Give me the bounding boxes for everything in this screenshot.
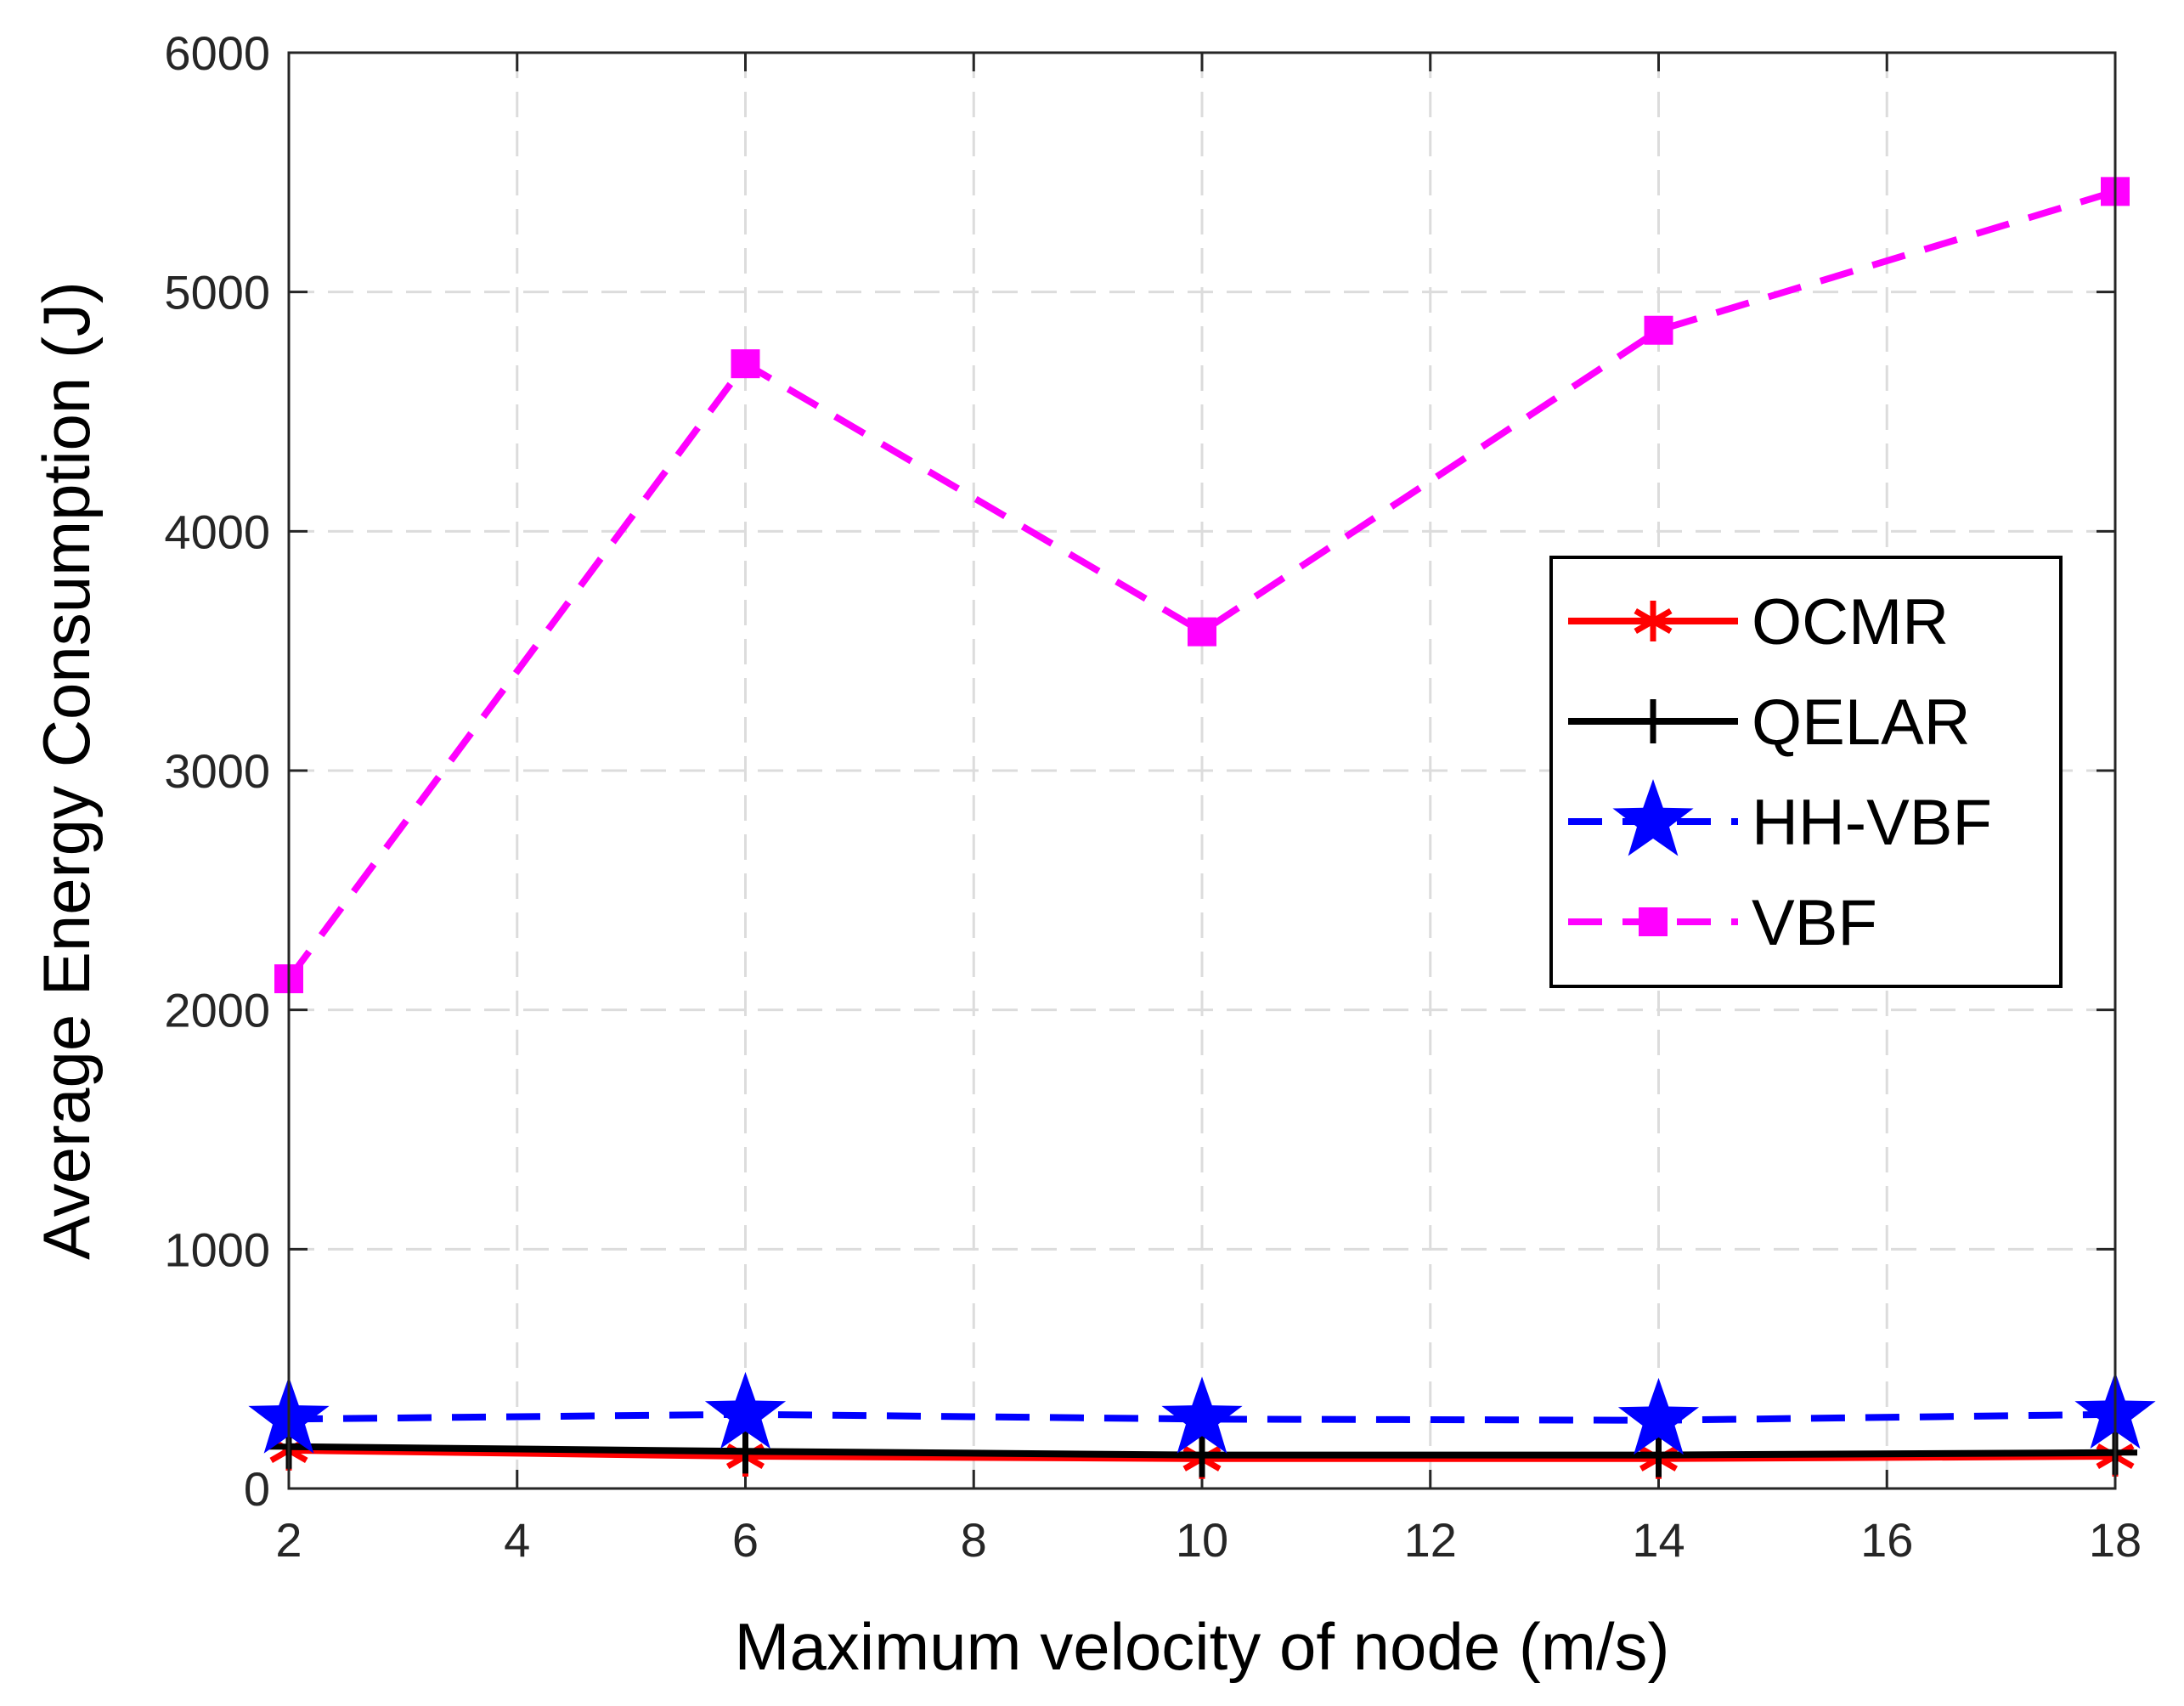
x-tick-label: 18: [2089, 1513, 2142, 1567]
data-point-hh-vbf: [704, 1371, 787, 1449]
series-line-hh-vbf: [288, 1410, 2116, 1424]
x-tick-label: 12: [1404, 1513, 1457, 1567]
data-point-vbf: [1188, 617, 1216, 647]
y-tick-label: 5000: [164, 266, 270, 319]
x-tick-label: 2: [275, 1513, 302, 1567]
legend-label: QELAR: [1752, 686, 1971, 759]
legend-marker: [1639, 907, 1668, 936]
series-line-vbf: [285, 188, 2117, 981]
y-tick-label: 3000: [164, 744, 270, 798]
y-tick-label: 1000: [164, 1223, 270, 1276]
x-tick-label: 14: [1632, 1513, 1685, 1567]
data-point-qelar: [1636, 1432, 1681, 1477]
x-tick-label: 16: [1860, 1513, 1913, 1567]
axis-ticks: 2 4 6 8 10 12 14 16 18 0 1000 2000 3000 4000 5000 6000: [164, 26, 2142, 1567]
data-point-hh-vbf: [1617, 1377, 1700, 1455]
legend: OCMR QELAR HH-VBF VBF: [1549, 556, 2063, 988]
x-axis-label: Maximum velocity of node (m/s): [735, 1609, 1670, 1684]
x-tick-label: 8: [961, 1513, 987, 1567]
series-qelar: [267, 1424, 2137, 1477]
y-tick-label: 0: [244, 1462, 270, 1516]
legend-label: HH-VBF: [1752, 787, 1992, 859]
legend-item-vbf: VBF: [1568, 887, 1877, 959]
y-tick-label: 2000: [164, 984, 270, 1037]
marker-stroke: [1634, 607, 1673, 635]
legend-marker: [1612, 779, 1694, 856]
data-point-qelar: [723, 1429, 768, 1474]
data-point-vbf: [1644, 315, 1673, 345]
legend-marker: [1634, 601, 1673, 641]
x-tick-label: 6: [732, 1513, 759, 1567]
legend-label: VBF: [1752, 887, 1877, 959]
axes-box: [287, 51, 2117, 1490]
legend-item-qelar: QELAR: [1568, 686, 1971, 759]
legend-label: OCMR: [1752, 586, 1949, 658]
legend-item-ocmr: OCMR: [1568, 586, 1949, 658]
y-tick-label: 6000: [164, 26, 270, 80]
legend-item-hh-vbf: HH-VBF: [1568, 779, 1992, 859]
x-tick-label: 4: [504, 1513, 530, 1567]
legend-marker: [1631, 699, 1675, 743]
x-tick-label: 10: [1176, 1513, 1228, 1567]
y-tick-label: 4000: [164, 505, 270, 558]
y-axis-label: Average Energy Consumption (J): [29, 281, 104, 1260]
data-point-vbf: [731, 349, 760, 379]
data-point-qelar: [1180, 1432, 1224, 1477]
data-point-hh-vbf: [1161, 1376, 1243, 1454]
